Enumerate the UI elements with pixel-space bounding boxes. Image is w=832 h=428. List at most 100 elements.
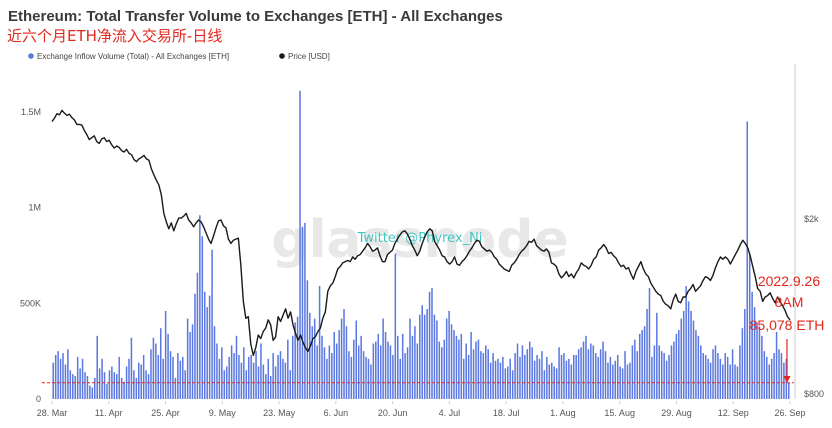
bar xyxy=(629,362,631,399)
bar xyxy=(717,353,719,399)
bar xyxy=(164,310,167,399)
x-tick-label: 26. Sep xyxy=(774,408,805,418)
bar xyxy=(250,354,252,399)
bar xyxy=(624,351,626,399)
bar xyxy=(616,354,619,399)
bar xyxy=(284,362,287,399)
bar xyxy=(524,354,526,399)
bar xyxy=(291,335,294,399)
y-right-tick-label: $2k xyxy=(804,214,819,224)
bar xyxy=(761,335,763,399)
bar xyxy=(599,349,602,399)
bar xyxy=(470,332,472,399)
bar xyxy=(626,364,629,399)
bar xyxy=(179,360,182,399)
bar xyxy=(167,333,169,399)
bar xyxy=(658,345,661,399)
bar xyxy=(756,322,758,399)
bar xyxy=(709,362,712,399)
bar xyxy=(414,326,416,399)
bar xyxy=(142,354,145,399)
bar xyxy=(521,345,524,399)
bar xyxy=(335,343,338,399)
bar xyxy=(323,347,326,399)
bar xyxy=(783,362,785,399)
bar xyxy=(453,330,455,399)
bar xyxy=(748,253,751,399)
bar xyxy=(67,349,69,399)
bar xyxy=(499,362,502,399)
bar xyxy=(301,226,304,399)
bar xyxy=(392,354,394,399)
bar xyxy=(223,370,226,399)
bar xyxy=(316,345,318,399)
bar xyxy=(443,339,445,399)
bar xyxy=(475,341,477,399)
bar xyxy=(450,324,453,399)
bar xyxy=(543,370,546,399)
bar xyxy=(587,349,590,399)
bar xyxy=(152,337,155,399)
bar xyxy=(367,358,370,399)
bar xyxy=(116,374,118,399)
bar xyxy=(597,356,599,399)
bar xyxy=(260,343,262,399)
bar xyxy=(433,314,436,399)
legend-label-price: Price [USD] xyxy=(288,52,330,61)
bar xyxy=(340,318,343,399)
bar xyxy=(526,349,529,399)
bar xyxy=(423,314,426,399)
bar xyxy=(714,345,717,399)
bar xyxy=(194,293,196,399)
bar xyxy=(409,318,411,399)
bar xyxy=(184,370,186,399)
price-layer xyxy=(51,109,791,357)
bar xyxy=(751,291,753,399)
bar xyxy=(692,320,695,399)
bar xyxy=(120,377,123,399)
bar xyxy=(125,366,128,399)
bar xyxy=(169,351,172,399)
bar xyxy=(133,370,135,399)
bar xyxy=(230,345,233,399)
y-left-tick-label: 1.5M xyxy=(21,107,41,117)
bar xyxy=(384,332,387,399)
bar xyxy=(287,339,289,399)
x-tick-label: 25. Apr xyxy=(151,408,180,418)
bar xyxy=(690,310,692,399)
bar xyxy=(670,345,673,399)
y-right-axis: $800 $2k xyxy=(804,214,824,399)
bar xyxy=(536,354,538,399)
bar xyxy=(389,345,392,399)
bar xyxy=(289,370,292,399)
bar xyxy=(734,364,736,399)
bar xyxy=(211,249,213,399)
annotation: 2022.9.26 8AM 85,078 ETH xyxy=(750,273,824,383)
bar xyxy=(519,356,521,399)
bar xyxy=(94,377,96,399)
bar xyxy=(638,333,641,399)
bar xyxy=(199,215,201,399)
x-tick-label: 20. Jun xyxy=(378,408,408,418)
bar xyxy=(181,356,184,399)
bar xyxy=(299,90,301,400)
bar xyxy=(775,332,778,399)
bar xyxy=(72,374,74,399)
bar xyxy=(130,337,133,399)
bar xyxy=(111,366,113,399)
y-right-tick-label: $800 xyxy=(804,389,824,399)
price-line xyxy=(51,109,791,357)
bar xyxy=(196,272,199,399)
bar xyxy=(768,364,770,399)
bar xyxy=(172,356,174,399)
bar xyxy=(704,354,707,399)
bar xyxy=(516,343,519,399)
bar xyxy=(665,360,668,399)
bar xyxy=(744,309,746,399)
bar xyxy=(279,351,282,399)
bar xyxy=(533,360,536,399)
bar xyxy=(375,341,377,399)
bar xyxy=(758,326,761,399)
bar xyxy=(350,356,353,399)
bar xyxy=(463,358,465,399)
